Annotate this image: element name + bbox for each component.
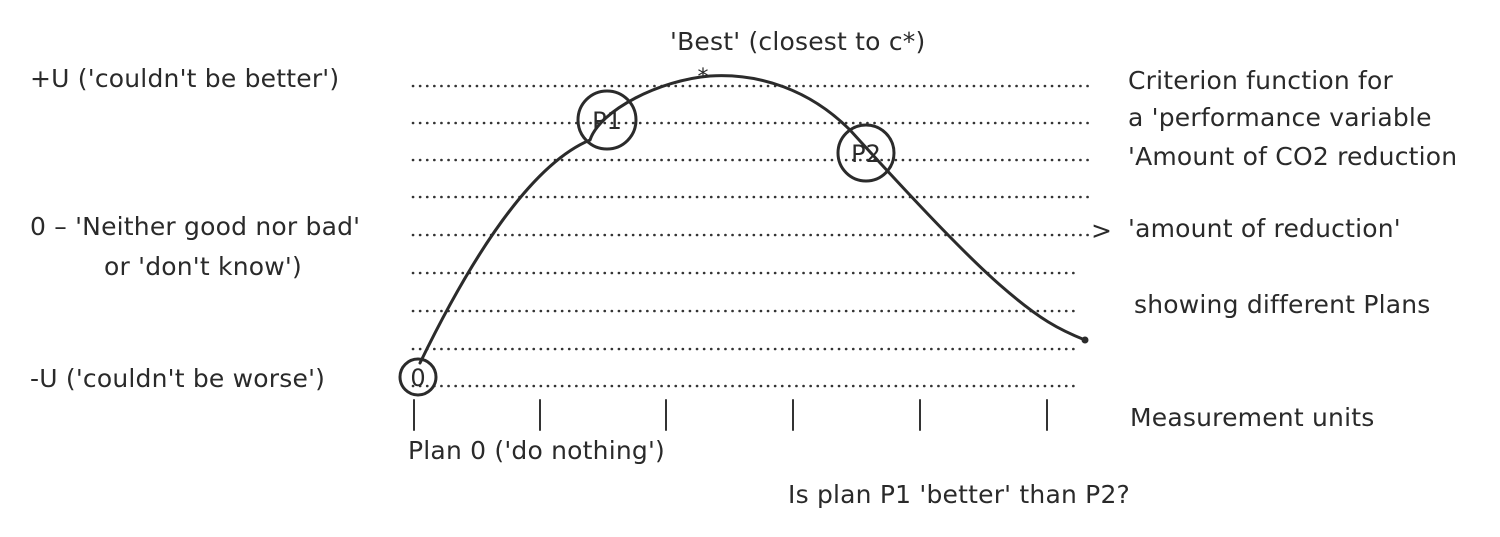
right-note-line2: a 'performance variable	[1128, 103, 1432, 132]
origin-marker-circle	[398, 357, 438, 397]
plan-zero-caption: Plan 0 ('do nothing')	[408, 436, 665, 465]
criterion-curve	[418, 74, 1087, 365]
origin-marker-label: 0	[410, 364, 425, 392]
p2-marker-label: P2	[851, 140, 881, 168]
p1-marker-label: P1	[592, 107, 622, 135]
curve-end-dot	[1081, 336, 1089, 344]
arrow-head: >	[1091, 216, 1113, 245]
right-note-line1: Criterion function for	[1128, 66, 1394, 95]
best-title: 'Best' (closest to c*)	[670, 27, 926, 56]
p1-marker-circle	[576, 89, 638, 151]
y-level-middle-label-line1: 0 – 'Neither good nor bad'	[30, 212, 361, 241]
x-axis-ticks	[413, 399, 1048, 431]
measurement-units-label: Measurement units	[1130, 403, 1375, 432]
y-level-top-label: +U ('couldn't be better')	[30, 64, 340, 93]
y-level-middle-label-line2: or 'don't know')	[104, 252, 302, 281]
y-level-bottom-label: -U ('couldn't be worse')	[30, 364, 326, 393]
right-note-line4: 'amount of reduction'	[1128, 214, 1401, 243]
right-note-line5: showing different Plans	[1134, 290, 1431, 319]
dotted-gridlines	[411, 84, 1090, 388]
question-text: Is plan P1 'better' than P2?	[788, 480, 1131, 509]
best-star-marker: *	[698, 65, 709, 90]
right-note-line3: 'Amount of CO2 reduction	[1128, 142, 1458, 171]
p2-marker-circle	[836, 123, 896, 183]
